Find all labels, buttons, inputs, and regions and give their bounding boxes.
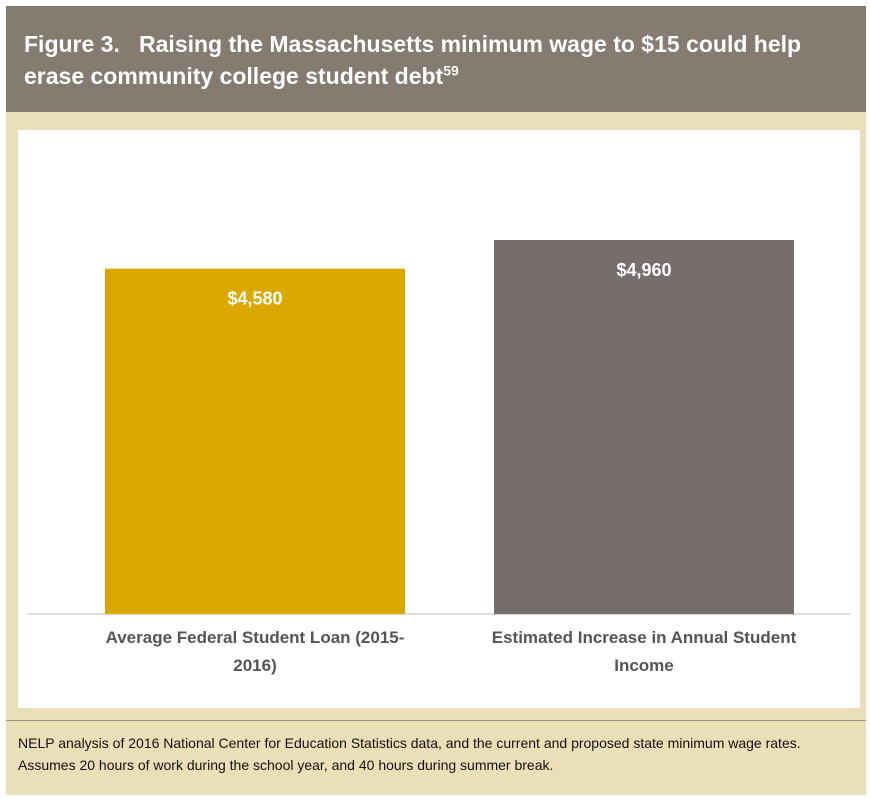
category-label: Estimated Increase in Annual Student Inc… <box>491 628 797 675</box>
bar <box>105 268 405 614</box>
chart-title-box: Figure 3. Raising the Massachusetts mini… <box>24 28 844 92</box>
value-label: $4,960 <box>616 260 671 280</box>
bar <box>494 240 794 614</box>
figure-frame: Figure 3. Raising the Massachusetts mini… <box>6 6 866 795</box>
plot-panel: $4,580 $4,960 Average Federal Student Loa… <box>18 130 860 708</box>
source-note: NELP analysis of 2016 National Center fo… <box>18 735 801 773</box>
separator <box>6 720 866 721</box>
chart: $4,580 $4,960 <box>28 240 850 615</box>
value-label: $4,580 <box>227 288 282 308</box>
header: Figure 3. Raising the Massachusetts mini… <box>6 6 866 112</box>
title-footnote: 59 <box>443 62 459 79</box>
category-label: Average Federal Student Loan (2015-2016) <box>105 628 405 675</box>
chart-title: Figure 3. Raising the Massachusetts mini… <box>24 31 808 89</box>
